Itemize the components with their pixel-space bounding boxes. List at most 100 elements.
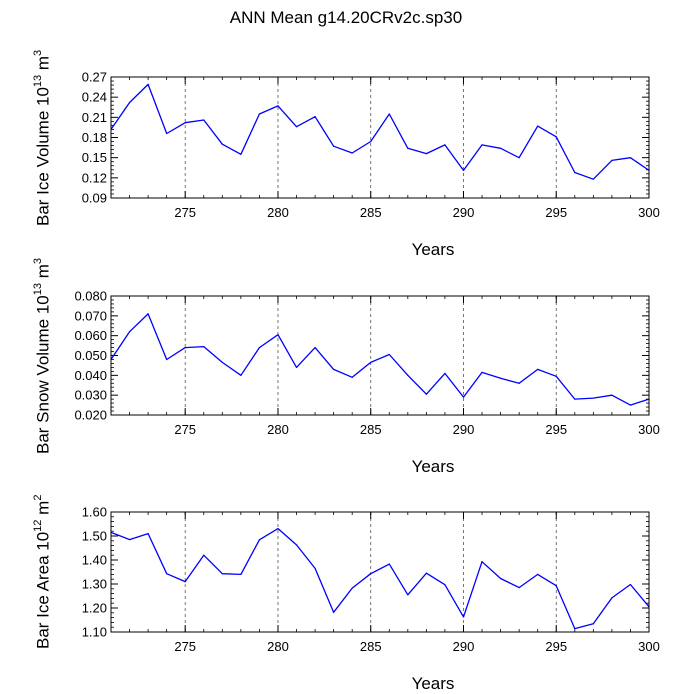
data-point <box>462 616 465 618</box>
data-point <box>629 157 632 159</box>
series-line <box>110 313 650 406</box>
data-point <box>221 361 223 364</box>
y-tick-label: 1.50 <box>82 529 107 544</box>
data-point <box>166 132 168 135</box>
y-axis-label: Bar Ice Area 1012 m2 <box>32 494 53 649</box>
data-point <box>166 573 168 575</box>
data-point <box>370 140 372 143</box>
data-point <box>537 573 539 576</box>
data-point <box>203 554 205 556</box>
data-point <box>314 346 316 349</box>
x-axis-label: Years <box>411 674 455 693</box>
data-point <box>128 101 131 104</box>
data-point <box>481 561 483 563</box>
data-point <box>258 113 261 115</box>
y-tick-label: 0.030 <box>74 388 107 403</box>
data-point <box>425 153 427 155</box>
x-tick-label: 300 <box>638 422 660 437</box>
y-tick-label: 0.12 <box>82 170 107 185</box>
data-point <box>537 125 539 127</box>
y-tick-label: 0.020 <box>74 408 107 423</box>
data-point <box>295 366 298 368</box>
x-tick-label: 300 <box>638 639 660 654</box>
x-tick-label: 290 <box>453 205 475 220</box>
data-point <box>295 544 298 546</box>
data-point <box>388 113 390 115</box>
y-tick-label: 0.070 <box>74 308 107 323</box>
x-axis-label: Years <box>411 240 455 259</box>
x-tick-label: 275 <box>174 422 196 437</box>
data-point <box>462 396 465 398</box>
data-point <box>518 382 520 384</box>
data-point <box>407 147 409 149</box>
data-point <box>370 361 372 364</box>
data-point <box>240 153 242 155</box>
data-point <box>333 145 335 147</box>
x-tick-label: 295 <box>545 422 567 437</box>
data-point <box>184 346 186 349</box>
y-tick-label: 0.21 <box>82 110 107 125</box>
data-point <box>203 345 205 348</box>
data-point <box>555 585 557 587</box>
data-point <box>629 404 632 406</box>
y-axis-label: Bar Snow Volume 1013 m3 <box>32 257 53 454</box>
y-tick-label: 0.050 <box>74 348 107 363</box>
data-point <box>370 573 372 575</box>
x-tick-label: 285 <box>360 422 382 437</box>
data-point <box>240 374 242 376</box>
data-point <box>351 152 353 154</box>
data-point <box>166 358 168 361</box>
data-point <box>351 376 353 378</box>
data-point <box>481 371 483 373</box>
data-point <box>277 527 279 530</box>
data-point <box>629 583 632 586</box>
x-tick-label: 290 <box>453 422 475 437</box>
x-tick-label: 285 <box>360 639 382 654</box>
data-point <box>184 581 186 583</box>
y-tick-label: 1.10 <box>82 625 107 640</box>
plot-frame <box>110 511 650 633</box>
y-tick-label: 0.27 <box>82 70 107 85</box>
data-point <box>592 178 594 180</box>
y-tick-label: 0.080 <box>74 289 107 304</box>
x-tick-label: 275 <box>174 205 196 220</box>
data-point <box>518 587 520 589</box>
data-point <box>462 169 465 172</box>
data-point <box>574 171 576 174</box>
y-tick-label: 1.30 <box>82 577 107 592</box>
data-point <box>481 144 483 146</box>
data-point <box>611 597 613 599</box>
y-tick-label: 0.040 <box>74 368 107 383</box>
y-tick-label: 0.09 <box>82 191 107 206</box>
data-point <box>351 587 353 589</box>
data-point <box>444 584 446 586</box>
x-tick-label: 275 <box>174 639 196 654</box>
data-point <box>518 157 520 159</box>
data-point <box>314 567 316 570</box>
data-point <box>444 372 446 374</box>
data-point <box>499 147 502 149</box>
data-point <box>388 353 390 356</box>
plot-frame <box>110 76 650 199</box>
x-tick-label: 280 <box>267 639 289 654</box>
data-point <box>258 346 261 349</box>
plot-frame <box>110 295 650 416</box>
data-point <box>221 573 223 575</box>
y-tick-label: 0.060 <box>74 328 107 343</box>
x-tick-label: 285 <box>360 205 382 220</box>
data-point <box>444 144 446 146</box>
x-tick-label: 295 <box>545 639 567 654</box>
x-tick-label: 280 <box>267 205 289 220</box>
data-point <box>592 623 594 625</box>
x-tick-label: 290 <box>453 639 475 654</box>
data-point <box>574 398 576 400</box>
series-line <box>110 83 650 180</box>
data-point <box>611 159 613 161</box>
x-tick-label: 280 <box>267 422 289 437</box>
data-point <box>277 334 279 336</box>
y-tick-label: 0.15 <box>82 150 107 165</box>
y-tick-label: 0.18 <box>82 130 107 145</box>
series-line <box>110 527 650 630</box>
data-point <box>240 573 242 576</box>
